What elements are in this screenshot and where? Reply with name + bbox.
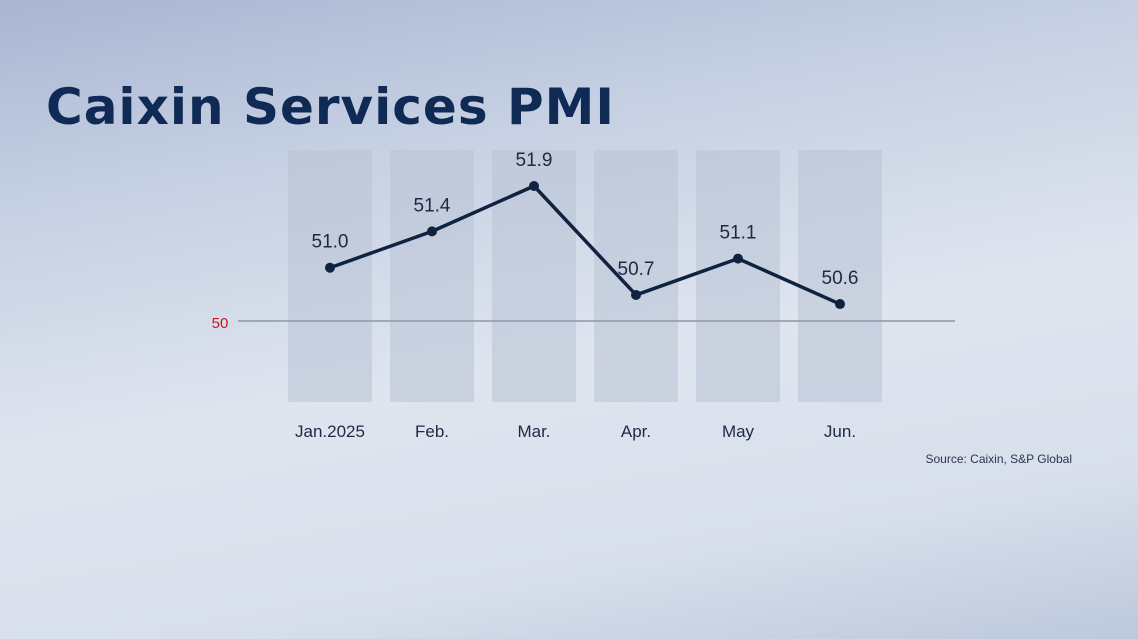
x-tick-label: Apr. — [621, 422, 651, 441]
x-tick-label: Jan.2025 — [295, 422, 365, 441]
data-point — [631, 289, 641, 300]
chart-title: Caixin Services PMI — [46, 78, 615, 136]
month-column — [390, 150, 474, 402]
data-label: 51.1 — [720, 223, 757, 244]
month-column — [696, 150, 780, 402]
series-line — [329, 184, 841, 306]
data-point — [325, 262, 335, 273]
x-tick-label: Feb. — [415, 422, 449, 441]
data-point — [529, 181, 539, 191]
month-column — [594, 150, 678, 402]
reference-label: 50 — [212, 315, 229, 332]
data-label: 51.4 — [414, 195, 451, 216]
source-note: Source: Caixin, S&P Global — [925, 452, 1072, 466]
x-tick-label: May — [722, 422, 755, 441]
month-column — [288, 150, 372, 402]
data-point — [733, 253, 743, 264]
data-point — [427, 226, 437, 237]
month-column — [492, 150, 576, 402]
data-point — [835, 299, 845, 310]
data-label: 51.0 — [312, 232, 349, 253]
data-label: 51.9 — [516, 150, 553, 171]
x-tick-label: Mar. — [517, 422, 550, 441]
data-label: 50.7 — [618, 259, 655, 280]
data-label: 50.6 — [822, 268, 859, 289]
month-column — [798, 150, 882, 402]
x-tick-label: Jun. — [824, 422, 856, 441]
